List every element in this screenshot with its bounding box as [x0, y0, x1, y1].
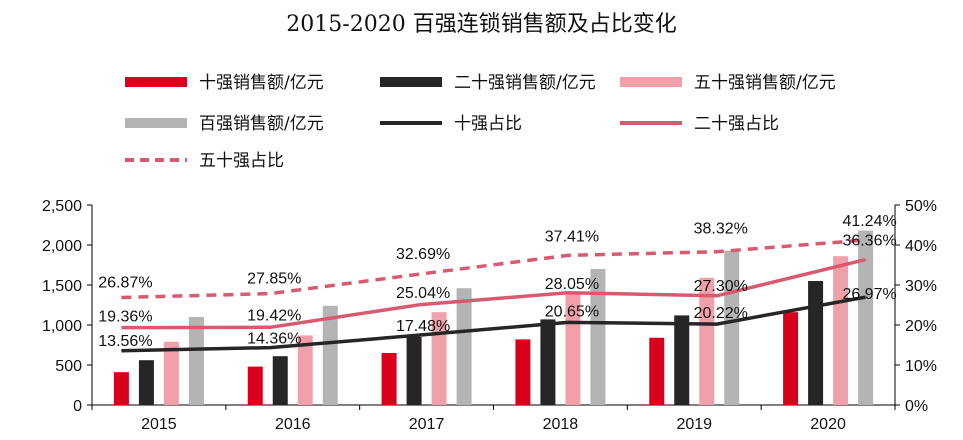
data-label-二十强占比-2020: 36.36%	[842, 233, 896, 250]
bar-二十强销售额-亿元-2020	[808, 281, 824, 405]
line-十强占比	[121, 295, 866, 353]
bar-二十强销售额-亿元-2018	[540, 319, 556, 405]
data-label-五十强占比-2019: 38.32%	[694, 221, 748, 238]
bar-百强销售额-亿元-2017	[456, 288, 472, 405]
bar-百强销售额-亿元-2019	[724, 250, 740, 405]
x-tick-label: 2017	[409, 416, 445, 433]
bar-十强销售额-亿元-2016	[247, 366, 263, 405]
bar-百强销售额-亿元-2020	[858, 230, 874, 405]
y2-tick-label: 0%	[905, 398, 928, 415]
data-label-十强占比-2017: 17.48%	[396, 318, 450, 335]
bar-五十强销售额-亿元-2015	[163, 341, 179, 405]
legend-label-五十强占比: 五十强占比	[199, 151, 284, 171]
y-tick-label: 2,500	[42, 198, 82, 215]
data-label-五十强占比-2018: 37.41%	[545, 228, 599, 245]
data-label-十强占比-2016: 14.36%	[247, 331, 301, 348]
bar-二十强销售额-亿元-2015	[138, 360, 154, 405]
y2-tick-label: 40%	[905, 238, 937, 255]
bars	[113, 230, 874, 405]
bar-二十强销售额-亿元-2016	[272, 356, 288, 405]
legend-swatch-百强销售额-亿元	[125, 118, 187, 128]
data-label-五十强占比-2017: 32.69%	[396, 246, 450, 263]
data-label-二十强占比-2019: 27.30%	[694, 278, 748, 295]
data-label-二十强占比-2017: 25.04%	[396, 285, 450, 302]
line-二十强占比	[121, 257, 867, 330]
y-tick-label: 1,000	[42, 318, 82, 335]
line-五十强占比	[121, 238, 866, 300]
data-label-五十强占比-2020: 41.24%	[842, 213, 896, 230]
legend-label-十强占比: 十强占比	[454, 114, 522, 134]
bar-五十强销售额-亿元-2020	[833, 256, 849, 405]
bar-五十强销售额-亿元-2016	[297, 335, 313, 405]
data-label-二十强占比-2015: 19.36%	[98, 309, 152, 326]
chart-title: 2015-2020 百强连锁销售额及占比变化	[286, 12, 677, 37]
bar-二十强销售额-亿元-2017	[406, 337, 422, 405]
legend-label-百强销售额-亿元: 百强销售额/亿元	[199, 114, 324, 134]
y2-tick-label: 30%	[905, 278, 937, 295]
bar-十强销售额-亿元-2018	[515, 339, 531, 405]
legend-swatch-五十强销售额-亿元	[620, 77, 682, 87]
legend-label-五十强销售额-亿元: 五十强销售额/亿元	[694, 73, 836, 93]
legend-swatch-二十强销售额-亿元	[380, 77, 442, 87]
axes: 0 500 1,000 1,500 2,000 2,500 0% 10% 20% 30% 40% 50…	[42, 198, 937, 433]
bar-五十强销售额-亿元-2019	[699, 277, 715, 405]
bar-十强销售额-亿元-2017	[381, 353, 397, 405]
x-tick-label: 2015	[141, 416, 177, 433]
y-tick-label: 0	[73, 398, 82, 415]
legend-label-二十强销售额-亿元: 二十强销售额/亿元	[454, 73, 596, 93]
x-tick-label: 2016	[275, 416, 311, 433]
bar-十强销售额-亿元-2019	[649, 337, 665, 405]
data-label-十强占比-2018: 20.65%	[545, 303, 599, 320]
bar-十强销售额-亿元-2020	[783, 312, 799, 405]
x-tick-label: 2020	[810, 416, 846, 433]
bar-百强销售额-亿元-2018	[590, 269, 606, 405]
data-label-五十强占比-2016: 27.85%	[247, 271, 301, 288]
legend-label-二十强占比: 二十强占比	[694, 114, 779, 134]
data-label-五十强占比-2015: 26.87%	[98, 275, 152, 292]
legend-label-十强销售额-亿元: 十强销售额/亿元	[199, 73, 324, 93]
data-label-十强占比-2015: 13.56%	[98, 333, 152, 350]
data-labels: 13.56% 14.36% 17.48% 20.65% 20.22% 26.97% 19.3…	[98, 213, 896, 350]
lines	[121, 238, 867, 353]
bar-百强销售额-亿元-2016	[322, 305, 338, 405]
y-tick-label: 500	[55, 358, 82, 375]
y2-tick-label: 50%	[905, 198, 937, 215]
bar-十强销售额-亿元-2015	[113, 372, 129, 405]
data-label-二十强占比-2018: 28.05%	[545, 276, 599, 293]
x-tick-label: 2018	[543, 416, 579, 433]
data-label-十强占比-2020: 26.97%	[842, 286, 896, 303]
bar-二十强销售额-亿元-2019	[674, 315, 690, 405]
legend-swatch-十强销售额-亿元	[125, 77, 187, 87]
bar-百强销售额-亿元-2015	[188, 317, 204, 405]
y-tick-label: 1,500	[42, 278, 82, 295]
data-label-二十强占比-2016: 19.42%	[247, 307, 301, 324]
y2-tick-label: 20%	[905, 318, 937, 335]
data-label-十强占比-2019: 20.22%	[694, 305, 748, 322]
y2-tick-label: 10%	[905, 358, 937, 375]
y-tick-label: 2,000	[42, 238, 82, 255]
x-tick-label: 2019	[676, 416, 712, 433]
